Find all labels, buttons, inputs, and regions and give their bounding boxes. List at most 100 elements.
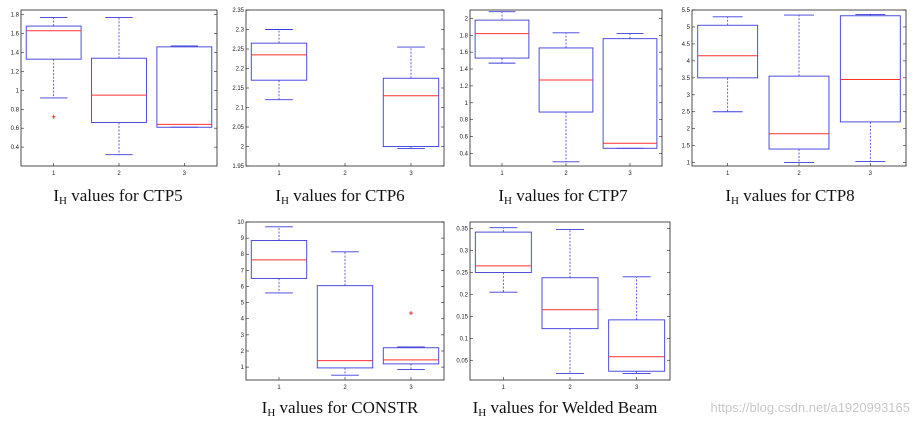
box-2 (768, 14, 830, 164)
y-tick-label: 1.4 (460, 67, 469, 73)
y-tick-label: 0.1 (460, 336, 469, 342)
y-tick-label: 3 (687, 93, 691, 99)
box-2 (316, 251, 374, 376)
y-tick-label: 2.15 (232, 86, 244, 92)
y-tick-label: 0.15 (456, 314, 468, 320)
x-tick-label: 1 (277, 385, 281, 391)
box-iqr (541, 277, 599, 330)
x-tick-label: 2 (117, 171, 121, 177)
box-2 (91, 17, 147, 156)
y-tick-label: 0.4 (11, 145, 20, 151)
x-tick-label: 2 (343, 385, 347, 391)
x-tick-label: 2 (797, 171, 801, 177)
box-iqr (697, 24, 759, 79)
x-tick-label: 1 (500, 171, 504, 177)
y-tick-label: 0.8 (11, 107, 20, 113)
x-tick-label: 3 (635, 385, 639, 391)
chart-ctp6: 1.95 2 2.05 2.1 2.15 2.2 2.25 2.3 2.35 1 2 3 (230, 8, 448, 178)
y-tick-label: 2.2 (236, 67, 245, 73)
box-iqr (250, 42, 308, 81)
y-tick-label: 5.5 (682, 8, 691, 14)
x-tick-label: 3 (409, 171, 413, 177)
box-3 (382, 46, 440, 149)
y-tick-label: 2.5 (682, 110, 691, 116)
x-tick-label: 2 (343, 171, 347, 177)
box-2 (538, 32, 594, 163)
box-1 (25, 17, 82, 119)
caption-ctp6: IH values for CTP6 (275, 186, 405, 207)
box-1 (697, 16, 759, 113)
box-1 (250, 226, 308, 294)
y-tick-label: 3 (241, 333, 245, 339)
y-tick-label: 0.2 (460, 292, 469, 298)
y-tick-label: 0.35 (456, 227, 468, 233)
box-3 (602, 33, 658, 149)
watermark: https://blog.csdn.net/a1920993165 (710, 400, 911, 415)
caption-welded-beam: IH values for Welded Beam (472, 398, 658, 419)
x-tick-label: 1 (277, 171, 281, 177)
y-tick-label: 1.2 (11, 69, 20, 75)
box-iqr (474, 231, 532, 273)
box-1 (474, 11, 530, 64)
y-tick-label: 7 (241, 268, 245, 274)
y-tick-label: 0.05 (456, 358, 468, 364)
y-tick-label: 1.95 (232, 164, 244, 170)
y-tick-label: 0.8 (460, 118, 469, 124)
x-tick-label: 3 (409, 385, 413, 391)
y-tick-label: 2.05 (232, 125, 244, 131)
y-tick-label: 0.4 (460, 151, 469, 157)
chart-ctp5: 0.4 0.6 0.8 1 1.2 1.4 1.6 1.8 1 2 3 (5, 8, 221, 178)
y-tick-label: 1 (465, 101, 469, 107)
y-tick-label: 2 (241, 349, 245, 355)
outlier-marker (409, 311, 413, 316)
box-iqr (25, 25, 82, 60)
x-tick-label: 1 (502, 385, 506, 391)
y-tick-label: 1 (687, 161, 691, 167)
y-tick-label: 2.3 (236, 28, 245, 34)
y-tick-label: 5 (687, 25, 691, 31)
caption-ctp5: IH values for CTP5 (53, 186, 183, 207)
y-tick-label: 2 (687, 127, 691, 133)
box-iqr (839, 15, 901, 123)
chart-constr: 1 2 3 4 5 6 7 8 9 10 1 2 3 (230, 220, 448, 392)
caption-ctp7: IH values for CTP7 (498, 186, 628, 207)
y-tick-label: 1.8 (11, 13, 20, 19)
y-tick-label: 1.2 (460, 84, 469, 90)
y-tick-label: 9 (241, 236, 245, 242)
box-iqr (156, 46, 213, 128)
box-1 (250, 29, 308, 101)
y-tick-label: 0.25 (456, 270, 468, 276)
outlier-marker (51, 114, 56, 119)
y-tick-label: 2 (241, 145, 245, 151)
box-1 (474, 227, 532, 293)
y-tick-label: 4 (241, 317, 245, 323)
box-iqr (91, 57, 147, 123)
y-tick-label: 2.1 (236, 106, 245, 112)
box-3 (839, 13, 901, 163)
y-tick-label: 4 (687, 59, 691, 65)
box-3 (608, 276, 666, 374)
y-tick-label: 0.6 (460, 134, 469, 140)
y-tick-label: 1.8 (460, 33, 469, 39)
box-3 (382, 311, 440, 370)
x-tick-label: 3 (869, 171, 873, 177)
box-iqr (316, 285, 374, 369)
x-tick-label: 2 (564, 171, 568, 177)
y-tick-label: 10 (237, 220, 244, 226)
y-tick-label: 8 (241, 252, 245, 258)
y-tick-label: 2.35 (232, 8, 244, 14)
y-tick-label: 1.6 (11, 32, 20, 38)
box-iqr (474, 19, 530, 59)
y-tick-label: 1 (241, 365, 245, 371)
y-tick-label: 0.6 (11, 126, 20, 132)
chart-ctp8: 1 1.5 2 2.5 3 3.5 4 4.5 5 5.5 1 2 3 (676, 8, 910, 178)
plot-frame (245, 9, 445, 167)
caption-constr: IH values for CONSTR (261, 398, 419, 419)
box-2 (541, 229, 599, 374)
y-tick-label: 5 (241, 301, 245, 307)
y-tick-label: 1.5 (682, 144, 691, 150)
caption-ctp8: IH values for CTP8 (725, 186, 855, 207)
chart-ctp7: 0.4 0.6 0.8 1 1.2 1.4 1.6 1.8 2 1 2 3 (454, 8, 666, 178)
box-iqr (602, 38, 658, 149)
y-tick-label: 1.6 (460, 50, 469, 56)
